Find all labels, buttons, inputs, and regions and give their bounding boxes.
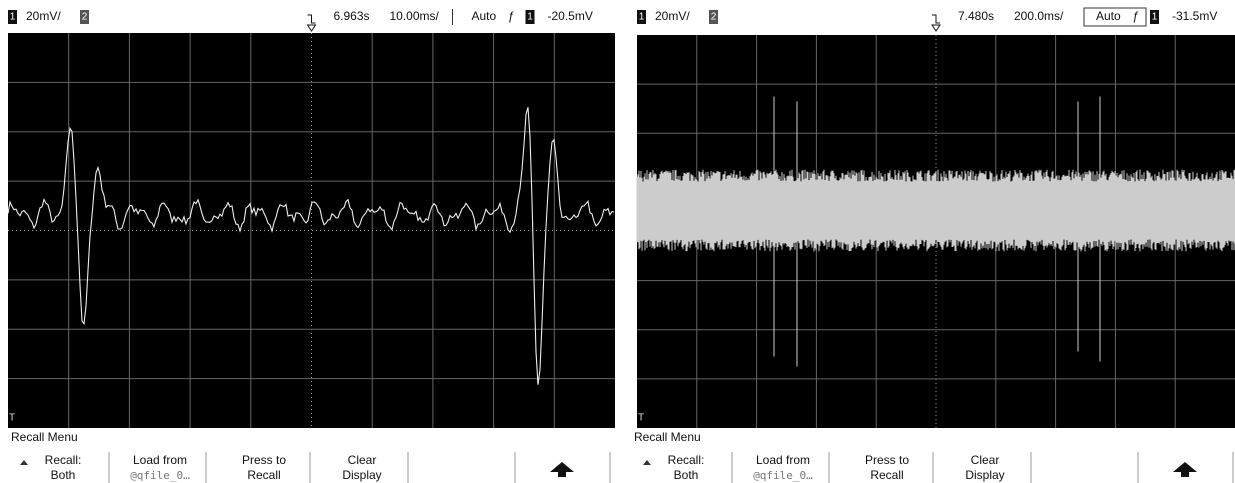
menu-title: Recall Menu [634, 430, 701, 444]
delay: 7.480s [958, 9, 994, 23]
timebase: 200.0ms/ [1014, 9, 1064, 23]
softkey-label: Load from [133, 453, 187, 467]
volts-per-div: 20mV/ [26, 9, 61, 23]
softkey-label: Recall [870, 468, 903, 482]
timebase: 10.00ms/ [390, 9, 440, 23]
trigger-level: -20.5mV [548, 9, 593, 23]
softkey-label: Recall: [668, 453, 705, 467]
softkey-label: @qfile_0… [130, 469, 190, 482]
softkey-label: Press to [865, 453, 909, 467]
channel-number: 1 [527, 12, 533, 23]
channel-number: 2 [711, 12, 717, 23]
trigger-slope: ƒ [1132, 9, 1139, 23]
scope-screenshots: 120mV/26.963s10.00ms/Autoƒ1-20.5mVTRecal… [0, 0, 1235, 483]
menu-title: Recall Menu [11, 430, 78, 444]
delay: 6.963s [334, 9, 370, 23]
softkey-label: Both [51, 468, 76, 482]
channel-number: 2 [82, 12, 88, 23]
channel-number: 1 [10, 12, 16, 23]
softkey-label: Both [674, 468, 699, 482]
softkey-label: Recall [247, 468, 280, 482]
softkey-label: Display [342, 468, 381, 482]
channel-number: 1 [1152, 12, 1158, 23]
softkey-label: Recall: [45, 453, 82, 467]
trigger-mode: Auto [1096, 9, 1121, 23]
softkey-label: @qfile_0… [753, 469, 813, 482]
softkey-label: Clear [971, 453, 1000, 467]
softkey-label: Clear [348, 453, 377, 467]
screen [8, 33, 615, 428]
softkey-label: Press to [242, 453, 286, 467]
trigger-level: -31.5mV [1172, 9, 1217, 23]
volts-per-div: 20mV/ [655, 9, 690, 23]
channel-number: 1 [639, 12, 645, 23]
ground-marker: T [638, 413, 644, 424]
softkey-label: Load from [756, 453, 810, 467]
softkey-label: Display [965, 468, 1004, 482]
trigger-slope: ƒ [508, 9, 515, 23]
ground-marker: T [9, 413, 15, 424]
trigger-mode: Auto [472, 9, 497, 23]
